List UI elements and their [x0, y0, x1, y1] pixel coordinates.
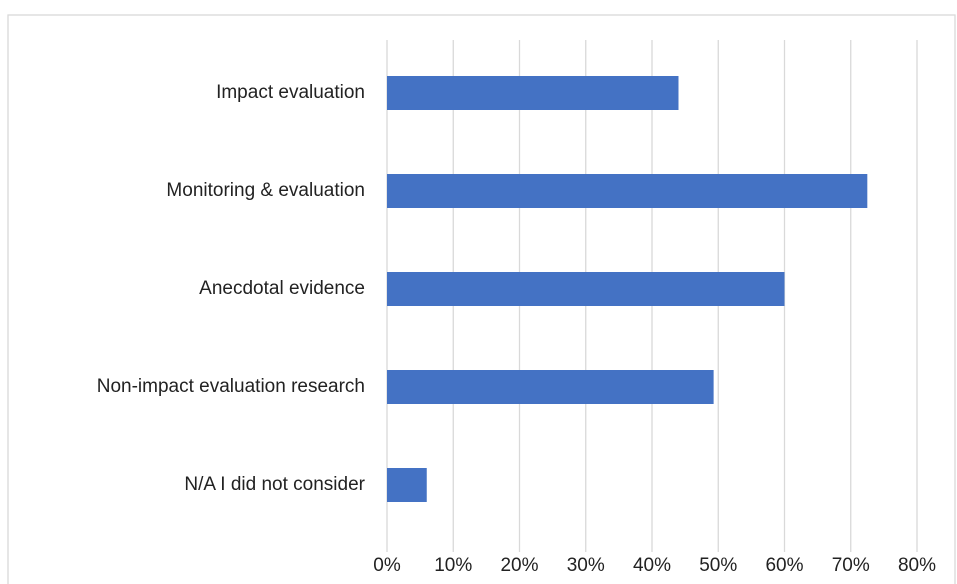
x-tick-label: 80% — [898, 555, 936, 576]
y-tick-label: Anecdotal evidence — [199, 278, 365, 299]
x-tick-label: 0% — [373, 555, 401, 576]
y-tick-label: Monitoring & evaluation — [166, 180, 365, 201]
bar — [387, 272, 785, 306]
x-tick-label: 60% — [765, 555, 803, 576]
x-tick-label: 20% — [500, 555, 538, 576]
bar — [387, 76, 679, 110]
bar — [387, 370, 714, 404]
y-tick-label: N/A I did not consider — [184, 474, 365, 495]
x-tick-label: 10% — [434, 555, 472, 576]
bar — [387, 174, 868, 208]
x-tick-label: 70% — [832, 555, 870, 576]
x-tick-label: 40% — [633, 555, 671, 576]
x-tick-label: 50% — [699, 555, 737, 576]
bar — [387, 468, 427, 502]
x-tick-label: 30% — [567, 555, 605, 576]
y-tick-label: Impact evaluation — [216, 82, 365, 103]
y-tick-label: Non-impact evaluation research — [97, 376, 365, 397]
